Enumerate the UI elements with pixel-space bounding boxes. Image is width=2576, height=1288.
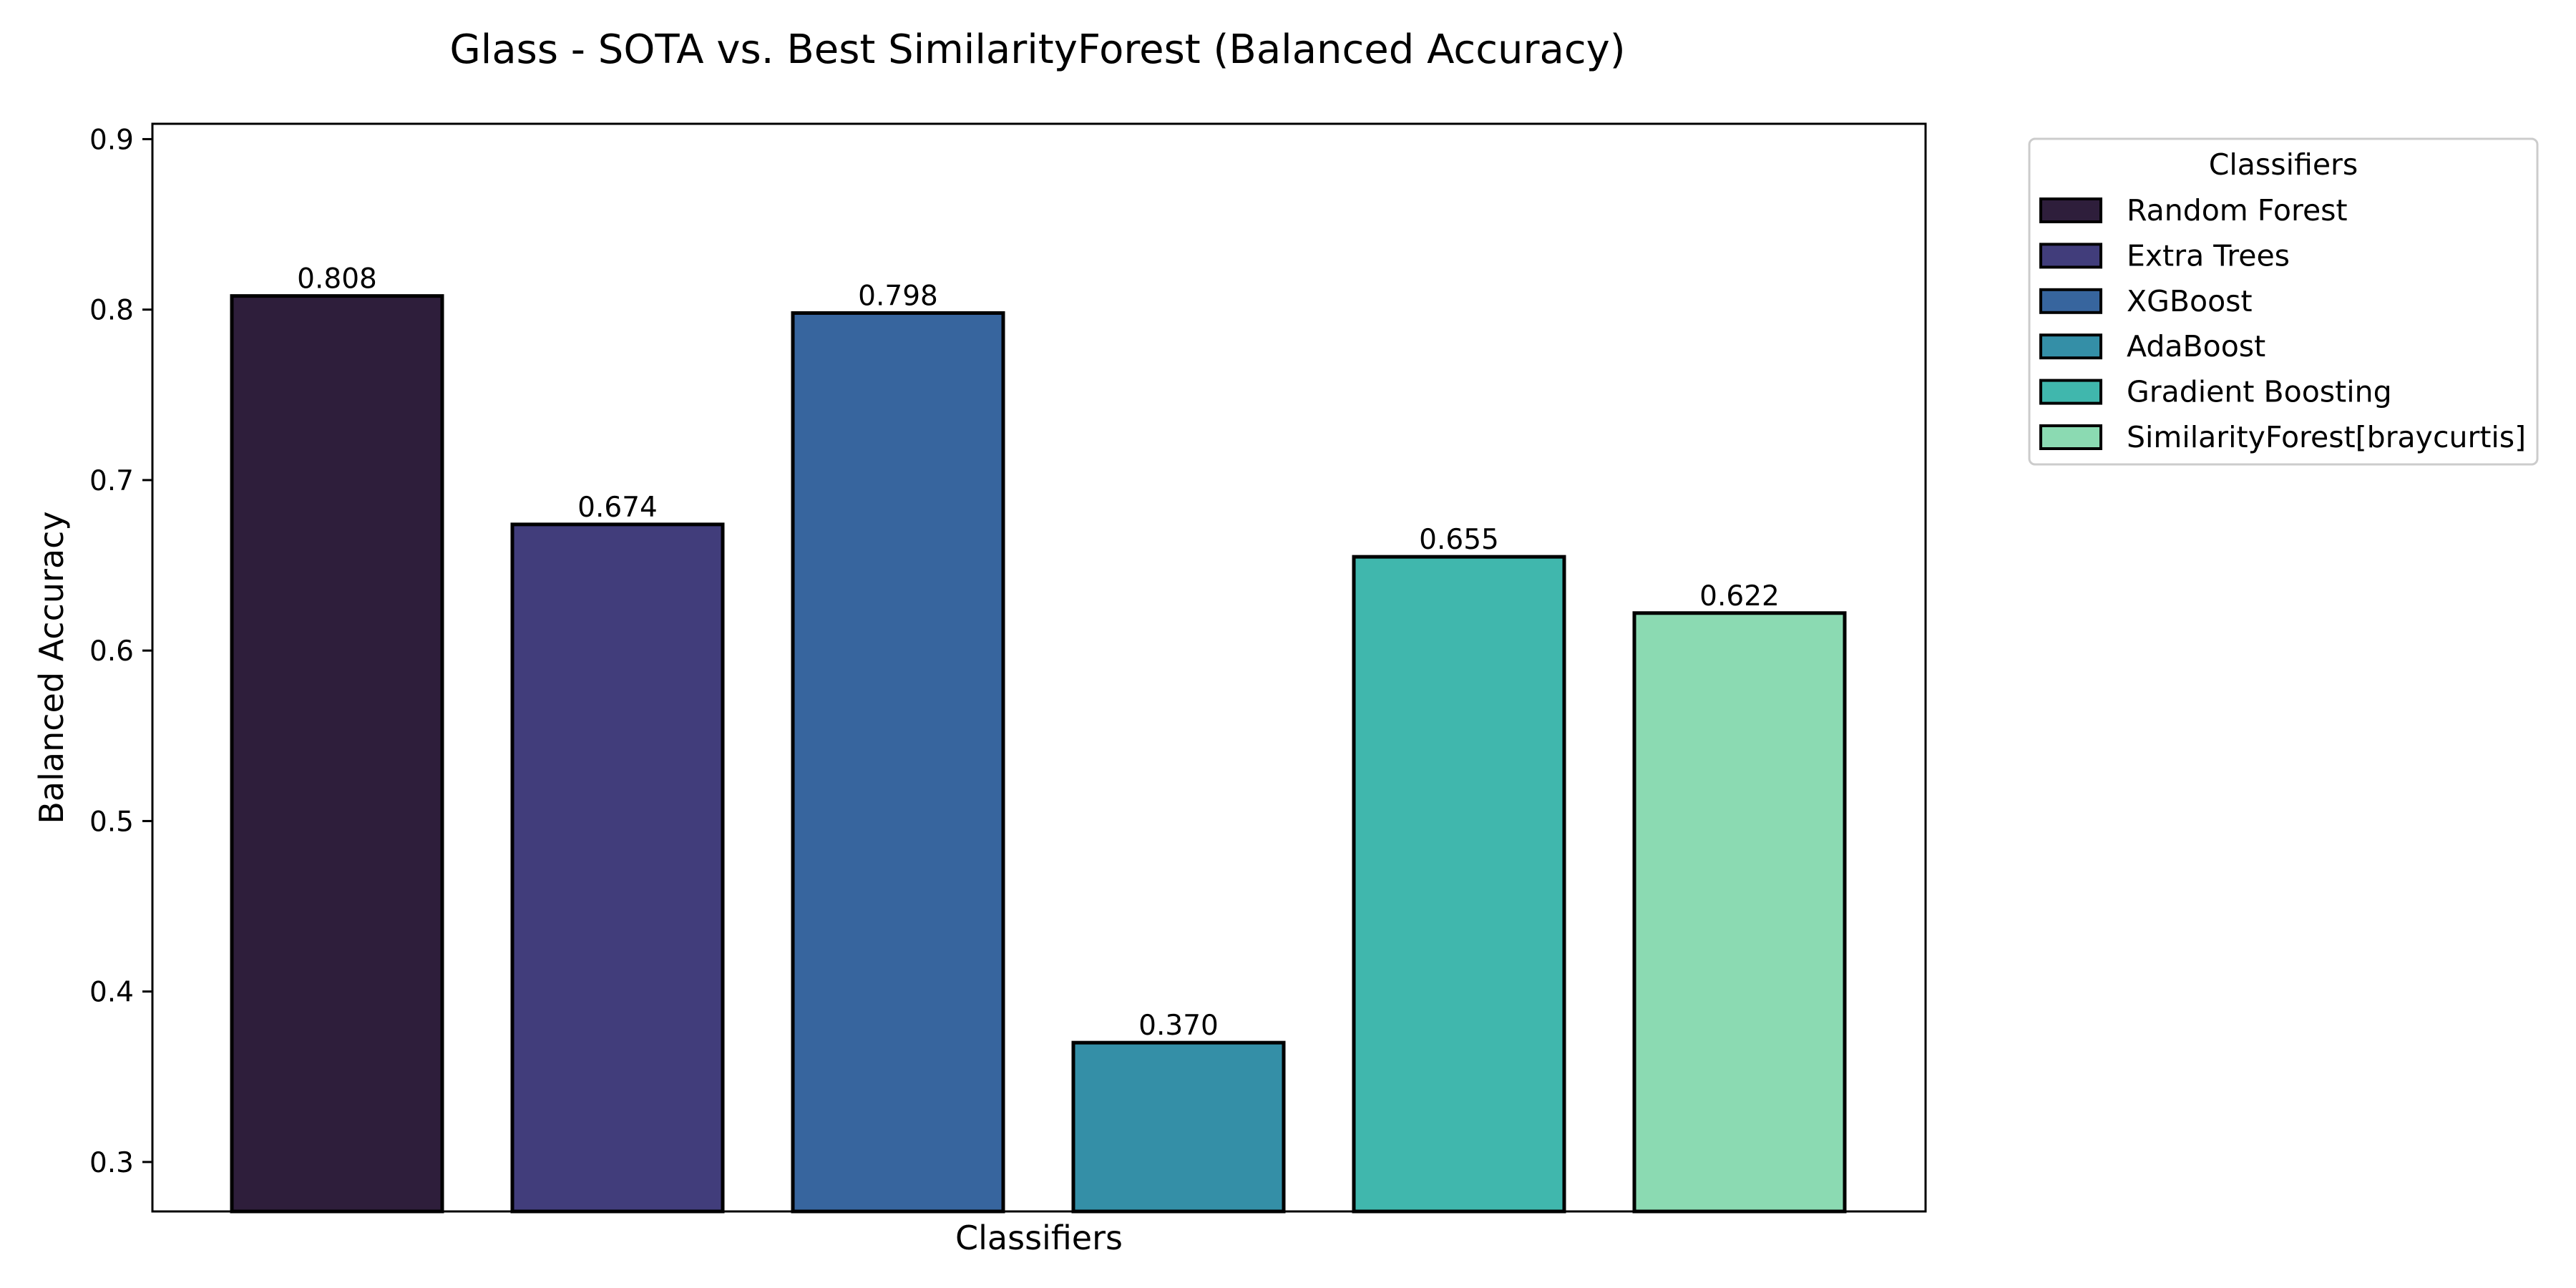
bar <box>791 311 1005 1214</box>
legend-entry-label: SimilarityForest[braycurtis] <box>2127 420 2526 454</box>
legend-entry-label: AdaBoost <box>2127 329 2265 364</box>
plot-area-frame <box>151 122 1927 1213</box>
x-axis-label: Classifiers <box>955 1219 1123 1257</box>
y-tick-label: 0.6 <box>89 635 134 668</box>
y-tick-label: 0.4 <box>89 977 134 1009</box>
legend-swatch <box>2039 424 2102 450</box>
bar-value-label: 0.655 <box>1419 524 1499 556</box>
bar <box>1632 611 1847 1214</box>
legend-swatch <box>2039 333 2102 360</box>
y-tick-label: 0.5 <box>89 806 134 838</box>
bar-value-label: 0.622 <box>1699 580 1780 613</box>
y-tick-label: 0.8 <box>89 295 134 327</box>
legend-swatch <box>2039 197 2102 223</box>
legend-swatch <box>2039 288 2102 314</box>
bar-value-labels: 0.808 0.674 0.798 0.370 0.655 0.622 <box>297 263 1780 1043</box>
bar <box>510 522 725 1214</box>
legend-swatch <box>2039 379 2102 405</box>
legend-frame <box>2028 137 2539 466</box>
legend-entry-label: Random Forest <box>2127 193 2348 228</box>
bar-value-label: 0.798 <box>858 280 938 312</box>
y-axis-label: Balanced Accuracy <box>32 511 71 824</box>
bar <box>230 294 444 1214</box>
legend: Classifiers Random Forest Extra Trees XGBo… <box>2028 137 2539 466</box>
y-tick-label: 0.9 <box>89 124 134 156</box>
bar-value-label: 0.674 <box>577 492 658 524</box>
bar <box>1352 555 1566 1214</box>
legend-entries: Random Forest Extra Trees XGBoost AdaBoost G… <box>2039 193 2526 454</box>
legend-swatch <box>2039 243 2102 269</box>
legend-title: Classifiers <box>2209 147 2358 182</box>
y-tick-label: 0.7 <box>89 465 134 497</box>
legend-entry-label: XGBoost <box>2127 284 2253 318</box>
bar <box>1071 1040 1286 1214</box>
bar-value-label: 0.808 <box>297 263 377 296</box>
y-tick-label: 0.3 <box>89 1147 134 1179</box>
legend-entry-label: Extra Trees <box>2127 238 2290 273</box>
legend-entry-label: Gradient Boosting <box>2127 375 2392 409</box>
chart-title: Glass - SOTA vs. Best SimilarityForest (… <box>449 26 1625 73</box>
bar-value-label: 0.370 <box>1138 1010 1219 1042</box>
bars <box>230 294 1847 1214</box>
y-axis: 0.3 0.4 0.5 0.6 0.7 0.8 0.9 <box>89 124 152 1179</box>
